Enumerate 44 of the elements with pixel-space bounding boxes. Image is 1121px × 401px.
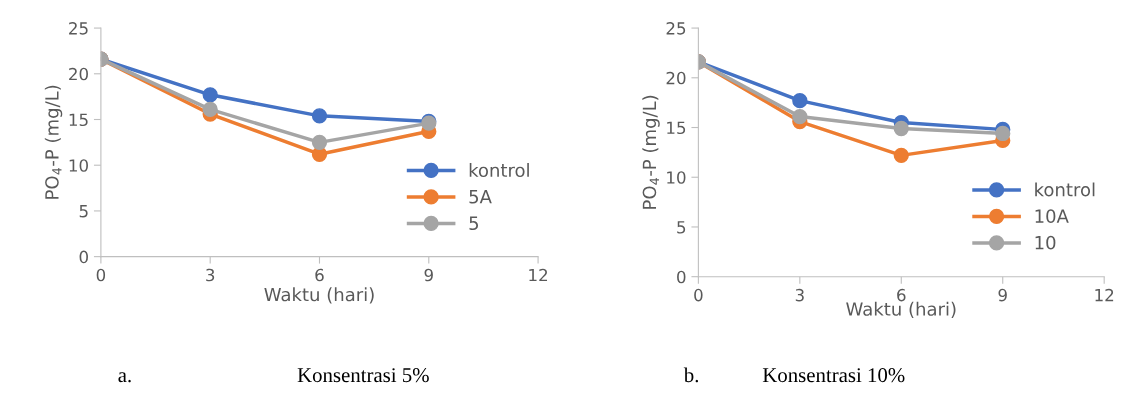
y-tick-label: 5 (677, 221, 686, 234)
point (311, 108, 328, 124)
text: Konsentrasi 10% (762, 368, 905, 383)
text: a. (118, 372, 131, 383)
y-tick-label: 20 (666, 71, 686, 85)
point (202, 101, 218, 118)
y-tick-label: 5 (79, 205, 88, 218)
point (792, 108, 808, 125)
x-tick-label: 0 (96, 268, 106, 282)
legend-label: kontrol (469, 163, 529, 178)
y-tick-label: 15 (69, 113, 88, 127)
legend-label: kontrol (1035, 182, 1095, 197)
legend-label: 10A (1035, 209, 1069, 223)
text: Konsentrasi 5% (297, 368, 429, 383)
x-tick-label: 0 (694, 288, 703, 302)
x-tick-label: 6 (897, 288, 906, 302)
text: b. (683, 367, 699, 383)
point (893, 147, 909, 164)
point (995, 125, 1011, 142)
y-tick-label: 0 (79, 250, 88, 264)
legend-label: 5A (469, 190, 492, 204)
x-axis-title: Waktu (hari) (264, 287, 374, 304)
x-tick-label: 9 (424, 268, 433, 282)
y-tick-label: 25 (69, 22, 88, 35)
legend-label: 5 (469, 216, 479, 231)
legend-label: 10 (1035, 235, 1056, 250)
x-axis-title: Waktu (hari) (846, 301, 956, 318)
y-tick-label: 10 (667, 171, 686, 184)
y-tick-label: 20 (69, 67, 88, 81)
x-tick-label: 3 (795, 288, 804, 302)
point (311, 134, 328, 150)
x-tick-label: 12 (529, 268, 548, 282)
point (792, 93, 808, 109)
y-tick-label: 10 (69, 159, 88, 172)
x-tick-label: 9 (998, 288, 1007, 302)
y-tick-label: 15 (667, 121, 686, 135)
y-axis-title: PO$_{4}$-P (mg/L) (44, 85, 63, 199)
y-tick-label: 25 (666, 22, 686, 35)
point (893, 120, 909, 137)
x-tick-label: 3 (206, 268, 215, 282)
point (202, 87, 218, 103)
x-tick-label: 6 (315, 268, 324, 282)
y-axis-title: PO$_{4}$-P (mg/L) (642, 95, 660, 209)
x-tick-label: 12 (1095, 288, 1114, 302)
